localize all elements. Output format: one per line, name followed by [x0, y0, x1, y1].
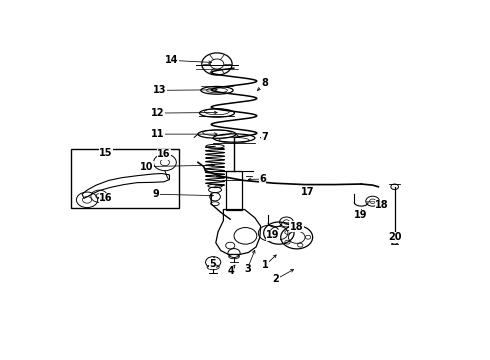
Text: 3: 3 [244, 264, 251, 274]
Text: 15: 15 [99, 148, 113, 158]
Text: 13: 13 [153, 85, 167, 95]
Text: 17: 17 [300, 187, 314, 197]
Text: 10: 10 [140, 162, 153, 172]
Text: 16: 16 [157, 149, 171, 159]
Bar [226, 171, 242, 210]
Text: 11: 11 [151, 129, 165, 139]
Text: 14: 14 [165, 55, 178, 66]
Bar [71, 149, 179, 208]
Text: 6: 6 [259, 174, 266, 184]
Text: 12: 12 [151, 108, 165, 118]
Text: 4: 4 [227, 266, 234, 276]
Text: 9: 9 [153, 189, 160, 199]
Text: 18: 18 [290, 222, 303, 232]
Text: 8: 8 [261, 78, 268, 89]
Text: 1: 1 [262, 260, 269, 270]
Text: 19: 19 [267, 230, 280, 240]
Text: 18: 18 [375, 201, 389, 210]
Text: 2: 2 [272, 274, 279, 284]
Text: 19: 19 [354, 210, 367, 220]
Text: 16: 16 [99, 193, 113, 203]
Text: 7: 7 [261, 132, 268, 143]
Text: 20: 20 [388, 232, 401, 242]
Text: 5: 5 [209, 258, 216, 269]
